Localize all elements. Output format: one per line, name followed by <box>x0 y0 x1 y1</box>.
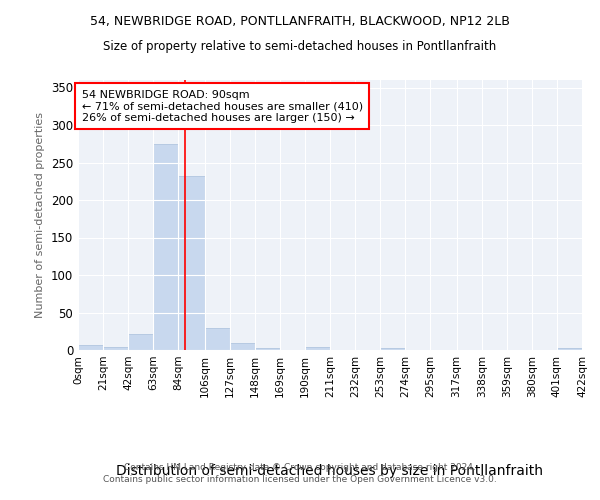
Bar <box>205 328 230 350</box>
Text: Contains HM Land Registry data © Crown copyright and database right 2024.: Contains HM Land Registry data © Crown c… <box>124 464 476 472</box>
Bar <box>103 347 128 350</box>
Bar <box>557 348 582 350</box>
Text: 54 NEWBRIDGE ROAD: 90sqm
← 71% of semi-detached houses are smaller (410)
26% of : 54 NEWBRIDGE ROAD: 90sqm ← 71% of semi-d… <box>82 90 363 122</box>
X-axis label: Distribution of semi-detached houses by size in Pontllanfraith: Distribution of semi-detached houses by … <box>116 464 544 477</box>
Text: Size of property relative to semi-detached houses in Pontllanfraith: Size of property relative to semi-detach… <box>103 40 497 53</box>
Text: 54, NEWBRIDGE ROAD, PONTLLANFRAITH, BLACKWOOD, NP12 2LB: 54, NEWBRIDGE ROAD, PONTLLANFRAITH, BLAC… <box>90 15 510 28</box>
Bar <box>153 144 178 350</box>
Bar <box>178 176 205 350</box>
Bar <box>128 334 153 350</box>
Bar <box>78 345 103 350</box>
Y-axis label: Number of semi-detached properties: Number of semi-detached properties <box>35 112 46 318</box>
Bar <box>255 348 280 350</box>
Text: Contains public sector information licensed under the Open Government Licence v3: Contains public sector information licen… <box>103 475 497 484</box>
Bar <box>230 344 255 350</box>
Bar <box>305 347 330 350</box>
Bar <box>380 348 405 350</box>
